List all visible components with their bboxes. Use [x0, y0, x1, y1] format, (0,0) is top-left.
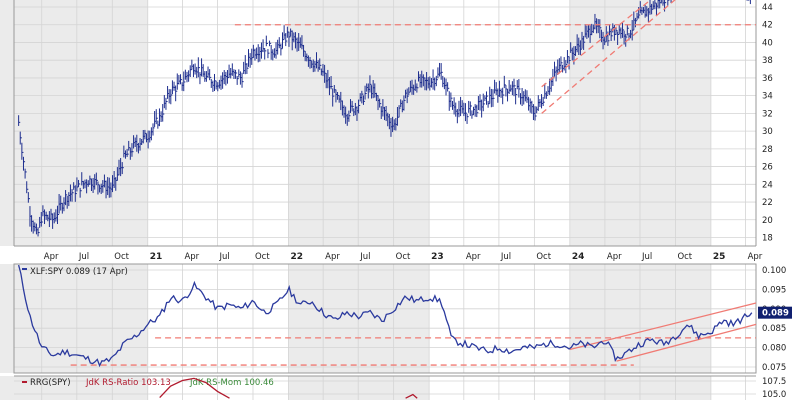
x-tick-label: Apr [325, 252, 340, 262]
price-y-tick-label: 44 [762, 3, 773, 13]
rrg-mom-line [405, 393, 418, 399]
x-tick-label: Jul [359, 252, 370, 262]
x-tick-label: Jul [500, 252, 511, 262]
x-tick-label: 25 [713, 252, 726, 262]
price-band [0, 0, 148, 246]
ratio-panel: XLF:SPY 0.089 (17 Apr) 0.075 0.080 0.085 0.… [0, 263, 792, 374]
price-channel-lower [541, 0, 676, 114]
rrg-mom-label: JdK RS-Mom 100.46 [189, 378, 274, 388]
price-y-tick-label: 36 [762, 74, 773, 84]
ratio-panel-title: XLF:SPY 0.089 (17 Apr) [30, 267, 128, 277]
rrg-band [288, 376, 430, 400]
ratio-legend-swatch [22, 268, 27, 270]
x-tick-label: Apr [607, 252, 622, 262]
ratio-channel-lower [616, 323, 757, 362]
price-y-tick-label: 30 [762, 127, 773, 137]
price-panel: 18 20 22 24 26 28 30 32 34 36 38 40 42 44 Apr Jul Oct 21 A… [0, 0, 773, 262]
price-y-tick-label: 28 [762, 145, 773, 155]
price-y-tick-label: 32 [762, 109, 773, 119]
price-y-tick-label: 24 [762, 180, 773, 190]
x-tick-label: Oct [114, 252, 129, 262]
x-tick-label: Jul [641, 252, 652, 262]
rrg-y-tick-label: 107.5 [762, 377, 786, 387]
x-tick-label: 21 [150, 252, 163, 262]
ratio-frame [13, 263, 757, 374]
price-band [288, 0, 430, 246]
x-tick-label: Oct [396, 252, 411, 262]
price-channel-upper [541, 0, 652, 88]
x-tick-label: 22 [290, 252, 303, 262]
ratio-y-tick-label: 0.100 [762, 266, 786, 276]
price-y-tick-label: 20 [762, 216, 773, 226]
rrg-legend-swatch [22, 381, 27, 383]
rrg-symbol: RRG(SPY) [30, 378, 71, 388]
price-y-tick-label: 22 [762, 198, 773, 208]
x-tick-label: Apr [466, 252, 481, 262]
x-tick-label: Oct [536, 252, 551, 262]
x-tick-label: Apr [184, 252, 199, 262]
rrg-y-tick-label: 105.0 [762, 390, 786, 400]
x-tick-label: Jul [78, 252, 89, 262]
x-tick-label: 24 [572, 252, 585, 262]
x-tick-label: Jul [219, 252, 230, 262]
rrg-panel: RRG(SPY) JdK RS-Ratio 103.13 JdK RS-Mom … [0, 375, 786, 400]
ratio-last-value-label: 0.089 [762, 309, 789, 319]
ratio-last-value-box [758, 306, 792, 319]
rrg-band [0, 376, 148, 400]
x-tick-label: Oct [255, 252, 270, 262]
price-y-tick-label: 26 [762, 163, 773, 173]
ratio-y-tick-label: 0.080 [762, 344, 786, 354]
x-tick-label: Apr [748, 252, 763, 262]
price-y-tick-label: 34 [762, 92, 773, 102]
rrg-background [0, 375, 756, 400]
rrg-ratio-line [159, 377, 230, 399]
ratio-series-line [17, 264, 753, 368]
rrg-ratio-label: JdK RS-Ratio 103.13 [85, 378, 171, 388]
ratio-y-tick-label: 0.085 [762, 324, 786, 334]
x-tick-label: Apr [44, 252, 59, 262]
price-y-tick-label: 18 [762, 234, 773, 244]
x-tick-label: Oct [677, 252, 692, 262]
price-y-tick-label: 38 [762, 56, 773, 66]
ratio-y-tick-label: 0.095 [762, 285, 786, 295]
x-tick-label: 23 [431, 252, 444, 262]
price-y-tick-label: 40 [762, 38, 773, 48]
ratio-y-tick-label: 0.075 [762, 363, 786, 373]
ratio-background [0, 263, 757, 374]
price-y-tick-label: 42 [762, 21, 773, 31]
